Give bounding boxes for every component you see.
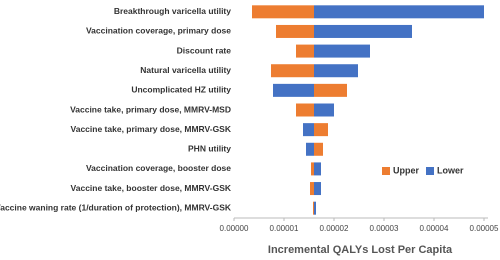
bar-segment	[306, 142, 314, 156]
bar-segment	[314, 201, 316, 215]
x-tick-label: 0.00003	[370, 224, 399, 233]
x-tick-label: 0.00002	[320, 224, 349, 233]
bar-segment	[296, 44, 314, 58]
bar-segment	[314, 142, 323, 156]
bar-segment	[303, 123, 314, 137]
bar-segment	[314, 5, 484, 19]
category-label: Vaccine take, booster dose, MMRV-GSK	[71, 183, 232, 193]
category-label: Vaccination coverage, primary dose	[86, 26, 231, 36]
category-label: Discount rate	[177, 45, 232, 55]
x-tick-label: 0.00004	[420, 224, 449, 233]
category-label: PHN utility	[188, 144, 231, 154]
bar-segment	[313, 201, 314, 215]
x-tick-label: 0.00005	[470, 224, 499, 233]
bar-segment	[271, 64, 314, 78]
category-label: Vaccine take, primary dose, MMRV-GSK	[71, 124, 232, 134]
legend-label: Upper	[393, 165, 420, 175]
category-label: Breakthrough varicella utility	[114, 6, 231, 16]
category-label: Vaccination coverage, booster dose	[86, 163, 231, 173]
category-label: Vaccine waning rate (1/duration of prote…	[0, 202, 232, 212]
bar-segment	[296, 103, 314, 117]
bar-segment	[311, 162, 314, 176]
bar-segment	[314, 123, 328, 137]
category-label: Uncomplicated HZ utility	[131, 85, 231, 95]
bar-segment	[314, 83, 347, 97]
bar-segment	[314, 162, 321, 176]
legend-label: Lower	[437, 165, 464, 175]
bar-segment	[314, 44, 370, 58]
category-label: Vaccine take, primary dose, MMRV-MSD	[70, 104, 231, 114]
x-axis-title: Incremental QALYs Lost Per Capita	[268, 244, 453, 256]
bar-segment	[314, 182, 321, 196]
bar-segment	[273, 83, 314, 97]
bar-segment	[310, 182, 314, 196]
x-tick-label: 0.00001	[270, 224, 299, 233]
category-label: Natural varicella utility	[140, 65, 231, 75]
bar-segment	[314, 64, 358, 78]
bar-segment	[276, 24, 314, 38]
bar-segment	[252, 5, 314, 19]
legend-swatch	[382, 167, 390, 175]
bar-segment	[314, 24, 412, 38]
legend-swatch	[426, 167, 434, 175]
x-tick-label: 0.00000	[220, 224, 249, 233]
bar-segment	[314, 103, 334, 117]
